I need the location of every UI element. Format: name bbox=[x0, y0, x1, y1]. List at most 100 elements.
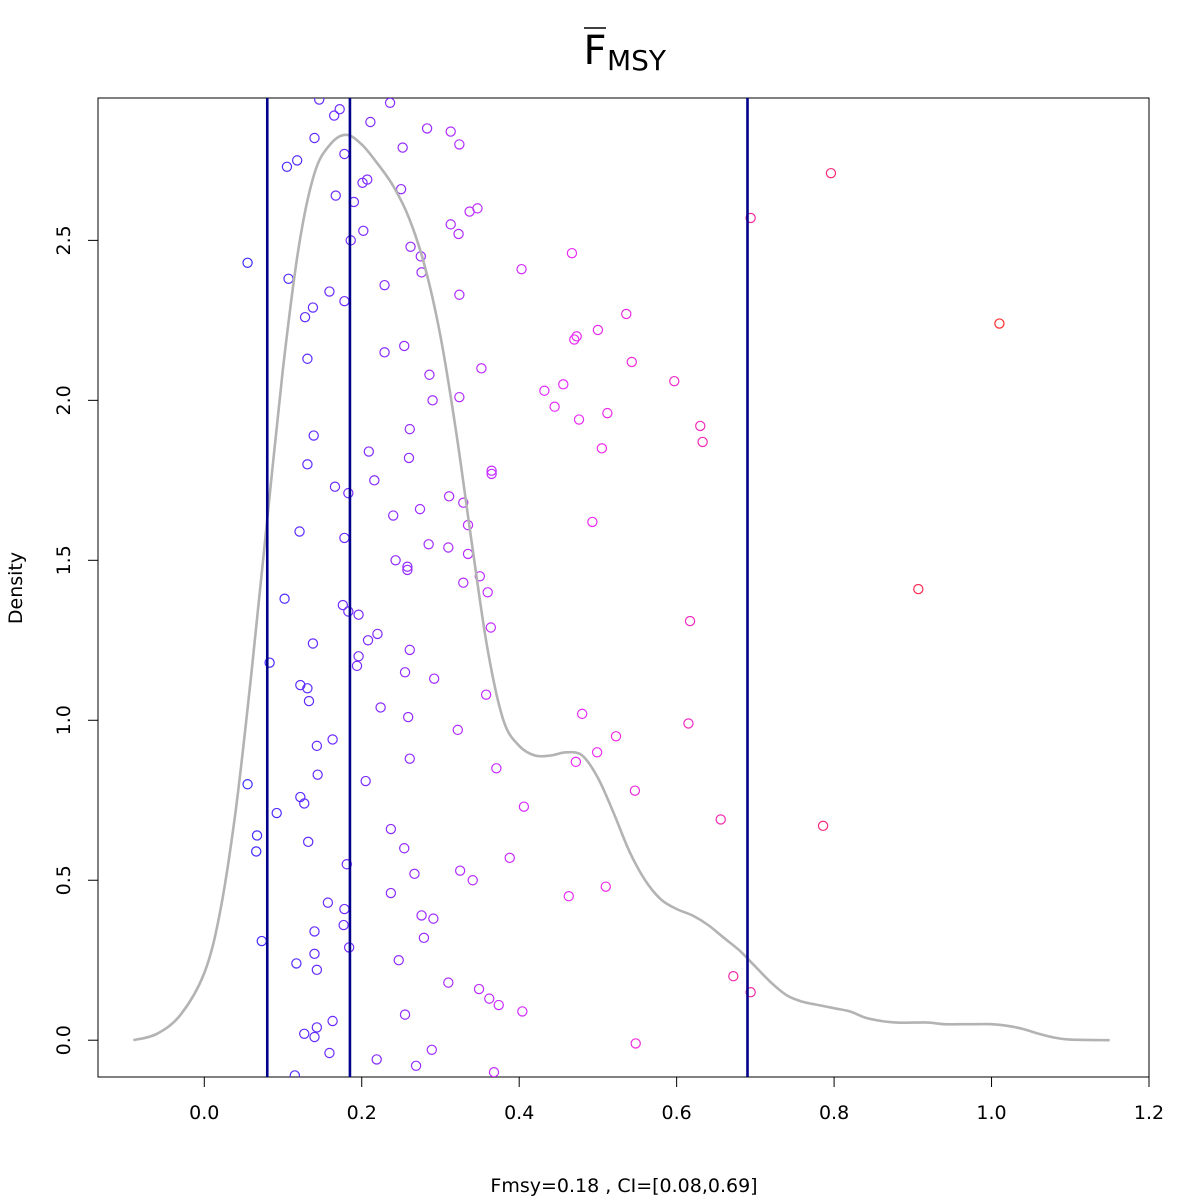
data-point bbox=[817, 820, 829, 832]
data-point bbox=[311, 1022, 323, 1033]
data-point bbox=[338, 919, 349, 931]
data-point bbox=[402, 564, 413, 576]
data-point bbox=[539, 385, 550, 396]
data-point bbox=[302, 353, 313, 364]
data-point bbox=[428, 673, 440, 684]
data-point bbox=[363, 446, 375, 457]
data-point bbox=[357, 177, 368, 188]
data-point bbox=[600, 881, 611, 892]
data-point bbox=[443, 542, 454, 553]
data-point bbox=[410, 1060, 422, 1072]
data-point bbox=[279, 593, 290, 604]
data-point bbox=[311, 964, 323, 976]
data-point bbox=[563, 891, 574, 902]
data-point bbox=[913, 583, 924, 595]
data-point bbox=[404, 423, 415, 435]
data-point bbox=[426, 1044, 438, 1056]
data-point bbox=[493, 999, 504, 1011]
data-point bbox=[416, 910, 427, 921]
data-point bbox=[409, 868, 420, 880]
data-point bbox=[994, 318, 1005, 329]
data-point bbox=[473, 983, 485, 995]
data-point bbox=[573, 414, 585, 425]
data-point bbox=[488, 1067, 500, 1077]
data-point bbox=[328, 110, 340, 121]
data-point bbox=[476, 363, 487, 374]
y-tick-label: 1.0 bbox=[53, 705, 75, 735]
data-point bbox=[485, 622, 497, 633]
data-point bbox=[251, 846, 262, 857]
points-layer bbox=[242, 98, 1005, 1077]
data-point bbox=[576, 708, 588, 720]
data-point bbox=[421, 123, 433, 134]
data-point bbox=[343, 487, 354, 499]
y-tick-label: 2.5 bbox=[53, 225, 75, 255]
data-point bbox=[484, 993, 495, 1004]
data-point bbox=[454, 391, 465, 403]
data-point bbox=[360, 775, 371, 787]
data-point bbox=[458, 577, 469, 588]
data-point bbox=[403, 452, 415, 464]
data-point bbox=[324, 286, 335, 297]
data-point bbox=[558, 379, 569, 390]
data-point bbox=[295, 679, 306, 691]
data-point bbox=[327, 734, 338, 745]
data-point bbox=[369, 475, 380, 486]
data-point bbox=[375, 702, 386, 713]
data-point bbox=[399, 667, 411, 678]
data-point bbox=[518, 801, 530, 812]
data-point bbox=[443, 977, 454, 988]
data-point bbox=[397, 142, 408, 153]
data-point bbox=[251, 830, 263, 841]
data-point bbox=[379, 279, 390, 291]
data-point bbox=[358, 225, 369, 236]
data-point bbox=[621, 308, 632, 320]
data-point bbox=[454, 139, 465, 150]
data-point bbox=[390, 555, 401, 566]
data-point bbox=[307, 638, 319, 649]
data-point bbox=[423, 539, 434, 550]
data-point bbox=[549, 401, 560, 412]
data-point bbox=[458, 497, 469, 508]
data-point bbox=[596, 443, 608, 454]
data-point bbox=[242, 257, 253, 268]
data-point bbox=[404, 644, 415, 656]
data-point bbox=[402, 561, 413, 572]
data-point bbox=[669, 375, 680, 387]
data-point bbox=[399, 843, 410, 854]
data-point bbox=[353, 651, 364, 662]
data-point bbox=[299, 798, 310, 809]
plot-area bbox=[133, 98, 1110, 1077]
data-point bbox=[486, 465, 497, 476]
data-point bbox=[428, 913, 439, 924]
x-tick-label: 0.4 bbox=[504, 1102, 534, 1124]
data-point bbox=[281, 161, 293, 172]
data-point bbox=[445, 126, 456, 137]
data-point bbox=[402, 711, 414, 723]
data-point bbox=[362, 635, 374, 646]
data-point bbox=[467, 875, 478, 886]
data-point bbox=[371, 1054, 382, 1065]
data-point bbox=[303, 695, 315, 707]
data-point bbox=[311, 740, 323, 752]
data-point bbox=[330, 190, 341, 201]
data-point bbox=[242, 779, 253, 790]
data-point bbox=[587, 516, 598, 528]
data-point bbox=[302, 459, 313, 470]
data-point bbox=[454, 865, 466, 876]
data-point bbox=[464, 206, 475, 217]
data-point bbox=[299, 1028, 310, 1040]
y-axis: 0.0 0.5 1.0 1.5 2.0 2.5 bbox=[53, 225, 99, 1055]
data-point bbox=[452, 724, 463, 736]
data-point bbox=[745, 212, 756, 224]
data-point bbox=[684, 615, 696, 627]
data-point bbox=[695, 420, 706, 432]
data-point bbox=[351, 660, 363, 672]
data-point bbox=[569, 334, 580, 345]
data-point bbox=[728, 971, 739, 982]
data-point bbox=[491, 763, 502, 774]
data-point bbox=[697, 436, 708, 448]
x-tick-label: 1.0 bbox=[976, 1102, 1006, 1124]
data-point bbox=[379, 347, 390, 358]
